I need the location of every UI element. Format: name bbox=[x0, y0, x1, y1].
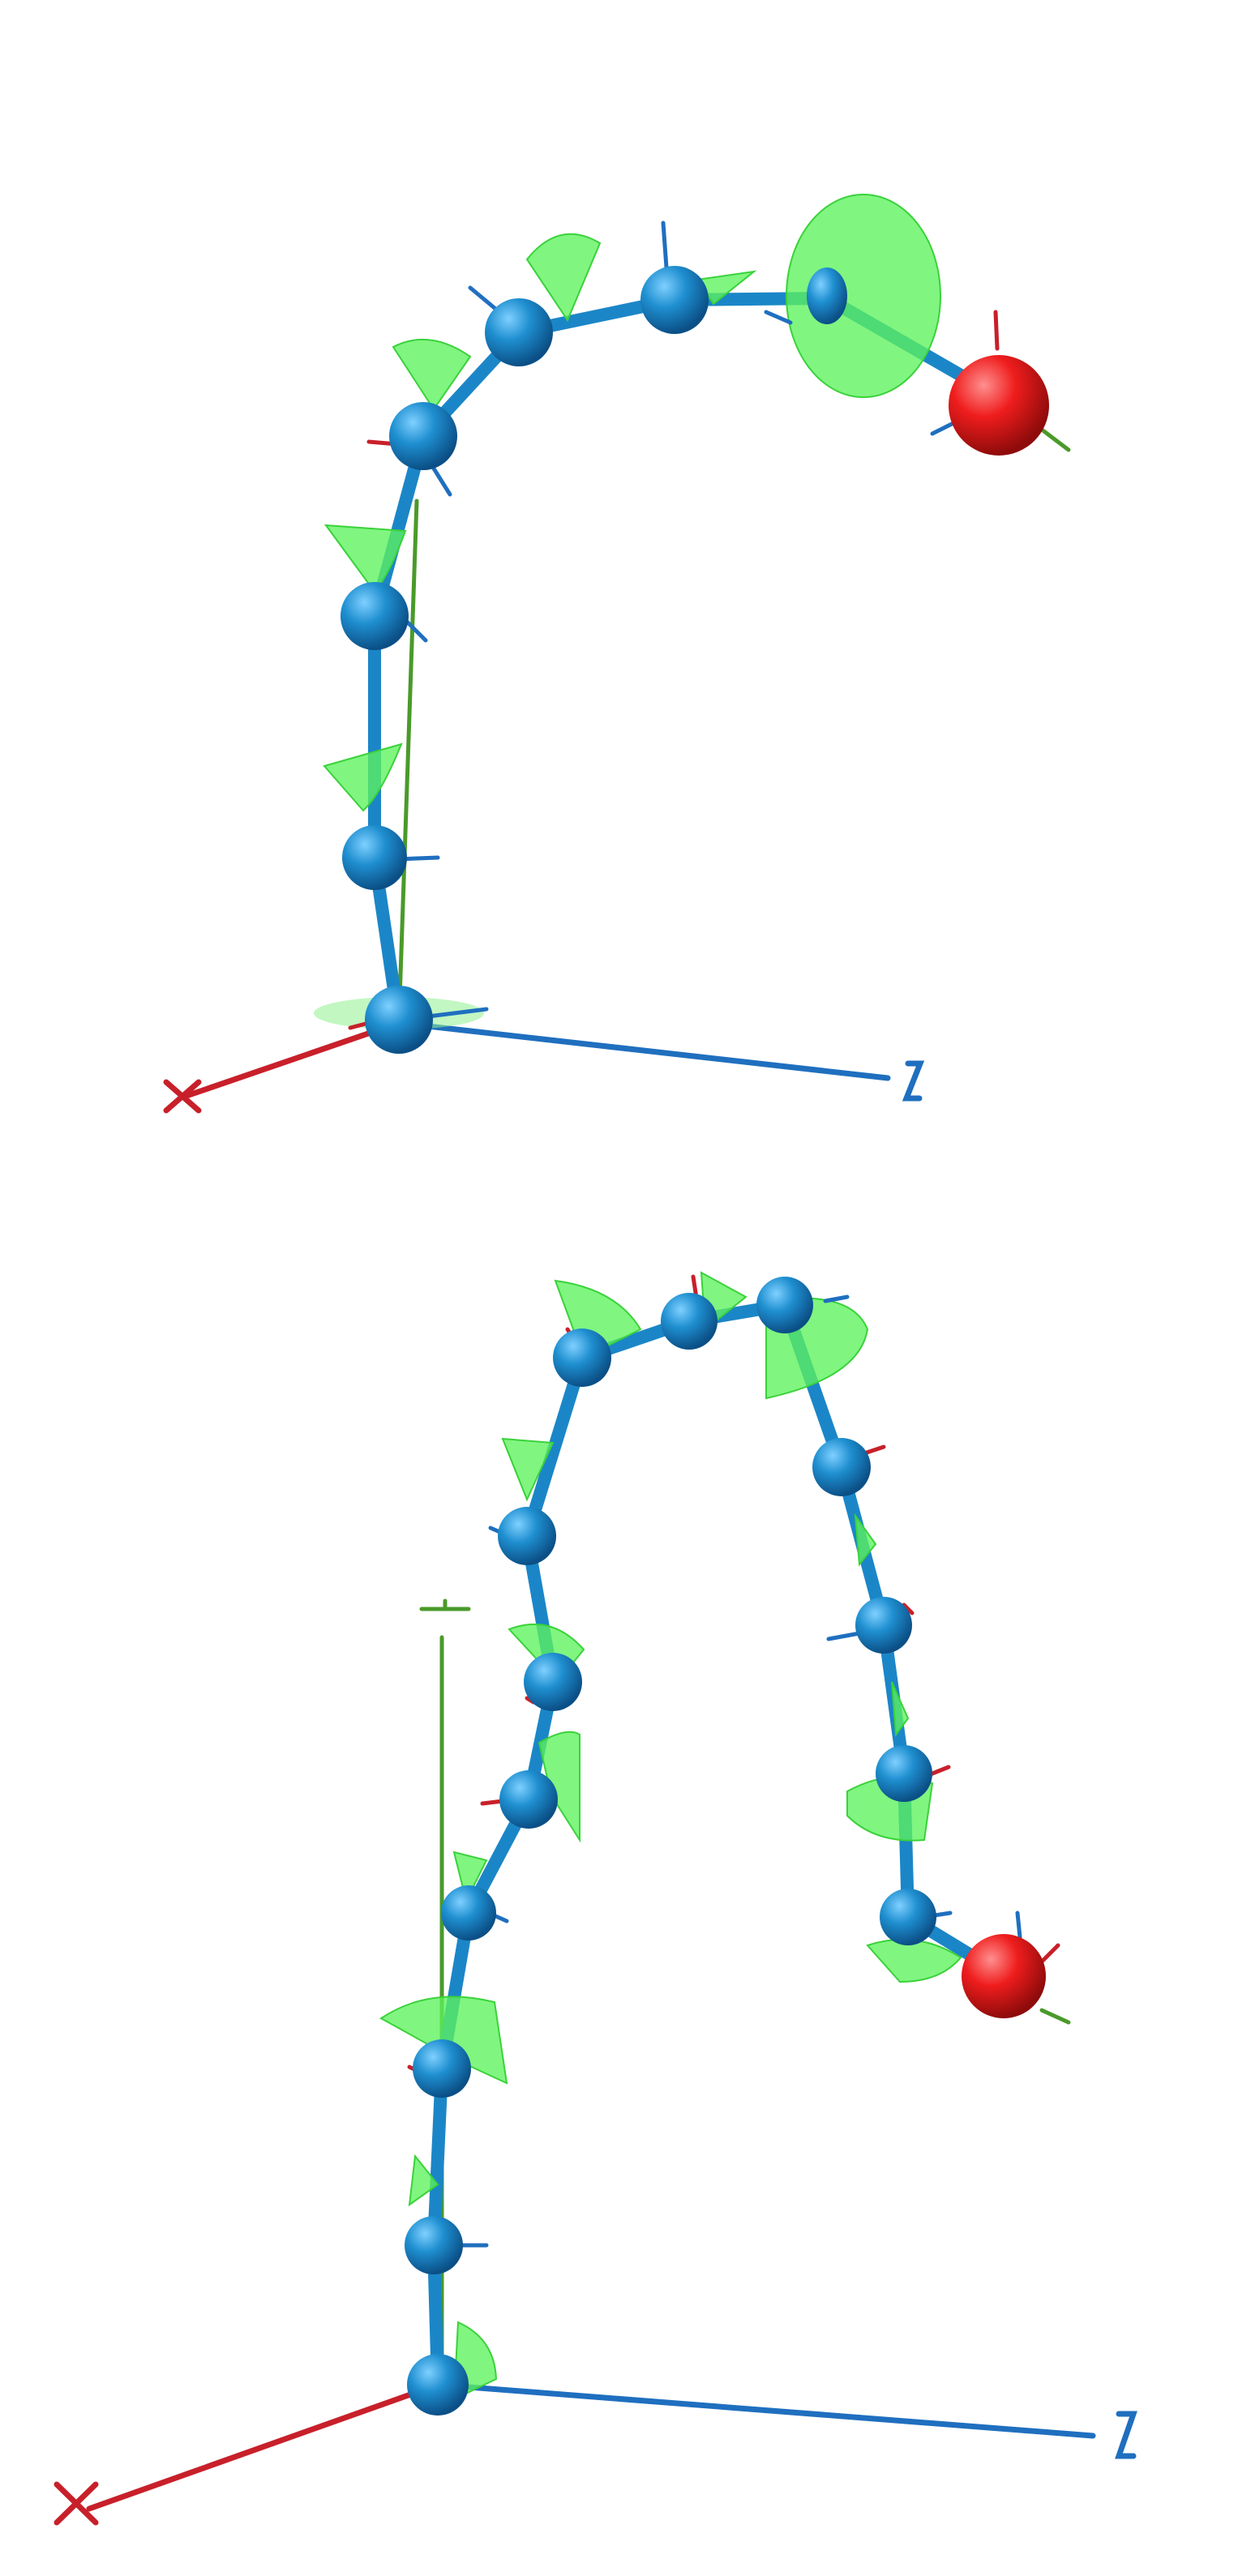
joint-sphere bbox=[855, 1597, 912, 1654]
joint-cone bbox=[538, 1731, 580, 1843]
joint-cone bbox=[501, 1437, 555, 1502]
joint-sphere bbox=[485, 298, 553, 366]
z-axis-label-glyph bbox=[902, 1060, 925, 1102]
joint-sphere bbox=[499, 1770, 558, 1829]
joint-cone bbox=[323, 524, 407, 593]
joint-sphere bbox=[389, 402, 457, 470]
z-axis-line bbox=[396, 1020, 891, 1081]
joint-sphere bbox=[807, 267, 847, 324]
z-axis-line bbox=[435, 2381, 1096, 2439]
x-axis-label-glyph bbox=[54, 2481, 99, 2526]
joint-sphere bbox=[407, 2354, 469, 2416]
joint-sphere bbox=[413, 2039, 471, 2098]
joint-sphere bbox=[880, 1889, 936, 1945]
joint-cone bbox=[392, 338, 472, 411]
joint-sphere bbox=[341, 582, 409, 650]
x-axis-line bbox=[86, 2381, 441, 2512]
joint-sphere bbox=[498, 1507, 556, 1565]
joint-sphere bbox=[365, 986, 433, 1054]
chain-links bbox=[368, 291, 1005, 1029]
y-axis-line bbox=[396, 499, 419, 1025]
joint-sphere bbox=[553, 1329, 611, 1387]
top-panel bbox=[163, 194, 1071, 1114]
joint-sphere bbox=[661, 1293, 718, 1350]
joint-sphere bbox=[640, 266, 709, 334]
joint-sphere bbox=[342, 825, 407, 890]
end-effector-sphere bbox=[949, 355, 1049, 456]
joint-cone bbox=[323, 742, 403, 812]
joint-cone bbox=[452, 1851, 488, 1903]
joint-sphere bbox=[441, 1885, 496, 1941]
joint-sphere bbox=[405, 2216, 463, 2274]
joint-cone bbox=[854, 1513, 877, 1567]
y-axis-label-glyph bbox=[419, 1598, 471, 1611]
z-axis-label-glyph bbox=[1115, 2411, 1137, 2459]
joint-sphere bbox=[876, 1745, 932, 1802]
x-axis-line bbox=[183, 1020, 402, 1099]
bottom-panel bbox=[54, 1271, 1137, 2526]
joint-cone bbox=[891, 1681, 910, 1737]
joint-frame-ticks bbox=[348, 220, 1071, 1030]
joint-sphere bbox=[756, 1277, 813, 1333]
joint-frame-ticks bbox=[407, 1274, 1071, 2248]
joint-sphere bbox=[812, 1438, 871, 1496]
x-axis-label-glyph bbox=[163, 1079, 202, 1114]
joint-cone bbox=[525, 233, 602, 323]
end-effector-sphere bbox=[962, 1934, 1046, 2018]
joint-sphere bbox=[524, 1653, 582, 1711]
joint-cone bbox=[408, 2154, 439, 2207]
joint-cone-disc bbox=[786, 194, 941, 398]
